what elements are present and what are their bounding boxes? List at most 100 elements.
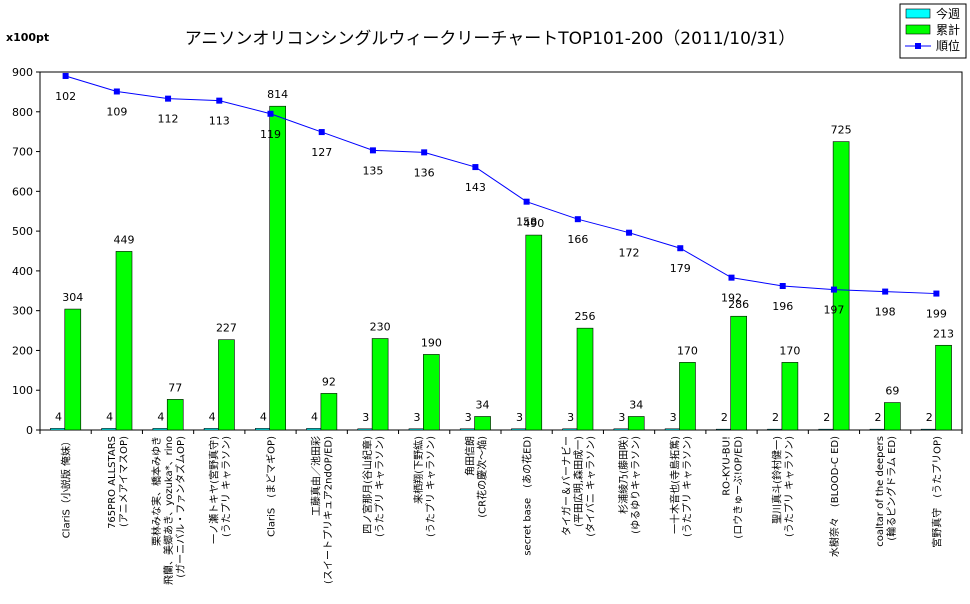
bar-total — [679, 362, 696, 431]
data-label-rank: 179 — [670, 262, 691, 275]
y-tick-label: 500 — [12, 225, 33, 238]
bar-total — [935, 344, 952, 431]
data-label-total: 490 — [523, 217, 544, 230]
data-label-total: 449 — [114, 233, 135, 246]
legend-label: 順位 — [936, 38, 960, 53]
legend-label: 累計 — [936, 22, 960, 37]
bar-today — [869, 428, 887, 431]
data-label-today: 2 — [772, 411, 779, 424]
data-label-today: 3 — [516, 411, 523, 424]
category-label: タイガー＆バーナビー — [561, 436, 573, 536]
category-labels: ClariS（小説版 俺妹） 765PRO ALLSTARS (アニメアイマスOP)… — [60, 436, 944, 585]
rank-point — [472, 164, 479, 171]
category-label: secret base (あの花ED) — [521, 436, 534, 556]
data-label-rank: 127 — [311, 146, 332, 159]
category-label: 一ノ瀬トキヤ(宮野真守) — [207, 436, 220, 544]
bar-total — [730, 315, 747, 431]
data-label-rank: 199 — [926, 308, 947, 321]
bar-today — [920, 428, 938, 431]
data-label-total: 170 — [677, 344, 698, 357]
data-label-total: 227 — [216, 322, 237, 335]
data-label-today: 4 — [157, 410, 164, 423]
chart-title: アニソンオリコンシングルウィークリーチャートTOP101-200（2011/10… — [185, 29, 796, 49]
data-label-today: 2 — [823, 411, 830, 424]
data-label-rank: 192 — [721, 292, 742, 305]
bar-today — [511, 428, 528, 431]
data-label-today: 3 — [567, 411, 574, 424]
category-label: (うたプリ キャラソン) — [425, 436, 437, 537]
data-label-rank: 136 — [414, 166, 435, 179]
y-tick-label: 200 — [12, 344, 33, 357]
rank-line — [65, 75, 937, 295]
bar-today — [664, 428, 682, 431]
rank-point — [626, 229, 633, 236]
category-label: (CR花の慶次〜焔) — [475, 436, 488, 518]
data-label-rank: 196 — [772, 300, 793, 313]
y-tick-label: 600 — [12, 185, 33, 198]
data-label-today: 3 — [670, 411, 677, 424]
data-label-today: 2 — [721, 411, 728, 424]
data-label-today: 3 — [362, 411, 369, 424]
rank-point — [830, 286, 837, 293]
data-label-today: 4 — [55, 410, 62, 423]
legend-label: 今週 — [936, 6, 960, 21]
category-label: 一十木音也(寺島拓篤) — [668, 436, 681, 534]
data-label-today: 4 — [260, 410, 267, 423]
y-tick-label: 300 — [12, 305, 33, 318]
data-label-total: 304 — [62, 291, 83, 304]
data-label-today: 3 — [413, 411, 420, 424]
data-label-today: 3 — [618, 411, 625, 424]
bar-total — [576, 327, 594, 431]
category-label: coaltar of the deepers — [875, 436, 886, 547]
category-label: 聖川真斗(鈴村健一) — [771, 436, 784, 524]
y-tick-label: 700 — [12, 146, 33, 159]
y-tick-label: 800 — [12, 106, 33, 119]
category-label: (ガーニバル・ファンタズムOP) — [174, 436, 187, 578]
data-label-total: 190 — [421, 336, 442, 349]
rank-point — [728, 274, 735, 281]
category-label: 宮野真守 (うたプリOP) — [930, 436, 943, 548]
data-label-rank: 166 — [567, 233, 588, 246]
category-label: RO-KYU-BU! — [722, 436, 733, 496]
bar-total — [371, 338, 389, 431]
category-label: (平田広明,森田成一) — [572, 436, 585, 527]
y-axis: 0 100 200 300 400 500 600 700 800 900 — [12, 66, 963, 437]
category-label: (スイートプリキュア2ndOP/ED) — [323, 436, 335, 584]
bar-total — [423, 354, 440, 431]
bar-total — [832, 141, 850, 431]
plot-frame — [39, 71, 963, 431]
category-label: ClariS (まどマギOP) — [266, 436, 278, 537]
category-label: (ゆるゆりキャラソン) — [630, 436, 642, 534]
category-label: 角田信朗 — [464, 436, 476, 476]
category-label: 水樹奈々 (BLOOD-C ED) — [828, 436, 841, 557]
bar-layer — [50, 105, 952, 431]
y-tick-label: 0 — [26, 424, 33, 437]
rank-point — [523, 198, 530, 205]
data-label-total: 814 — [267, 88, 288, 101]
category-label: (うたプリ キャラソン) — [374, 436, 386, 537]
bar-total — [627, 416, 645, 431]
y-tick-label: 100 — [12, 384, 33, 397]
category-label: (アニメアイマスOP) — [119, 436, 130, 527]
data-label-total: 213 — [933, 327, 954, 340]
data-label-rank: 119 — [260, 128, 281, 141]
bar-total — [166, 399, 184, 431]
category-label: (うたプリ キャラソン) — [681, 436, 693, 537]
data-label-rank: 113 — [209, 115, 230, 128]
category-label: 四ノ宮那月(谷山紀章) — [361, 436, 374, 534]
legend-swatch — [905, 24, 931, 35]
category-label: (ロウきゅーぶ!OP/ED) — [733, 436, 745, 539]
bar-today — [152, 428, 170, 431]
data-label-total: 77 — [168, 381, 182, 394]
data-label-total: 170 — [779, 344, 800, 357]
bar-today — [459, 428, 477, 431]
data-label-rank: 197 — [823, 304, 844, 317]
bar-today — [203, 428, 221, 431]
data-label-total: 725 — [831, 124, 852, 137]
data-label-rank: 198 — [875, 306, 896, 319]
rank-point — [165, 95, 172, 102]
data-label-rank: 112 — [158, 113, 179, 126]
data-label-rank: 109 — [106, 105, 127, 118]
data-label-total: 230 — [370, 321, 391, 334]
bar-total — [884, 402, 901, 431]
